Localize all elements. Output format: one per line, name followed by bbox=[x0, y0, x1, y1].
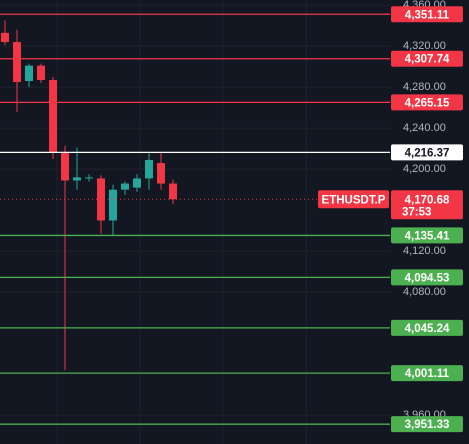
y-tick-label: 4,200.00 bbox=[403, 163, 446, 175]
level-label: 4,094.53 bbox=[405, 272, 450, 284]
candle-body bbox=[1, 32, 9, 43]
level-label-box bbox=[391, 227, 463, 244]
level-label: 4,307.74 bbox=[405, 54, 450, 66]
candle-body bbox=[121, 183, 129, 190]
candle-body bbox=[61, 152, 69, 181]
level-label: 3,951.33 bbox=[405, 419, 450, 431]
candle-body bbox=[109, 189, 117, 221]
candle-body bbox=[145, 159, 153, 179]
countdown-label: 37:53 bbox=[402, 206, 431, 218]
level-label: 4,001.11 bbox=[405, 368, 450, 380]
level-label-box bbox=[391, 416, 463, 433]
y-tick-label: 4,080.00 bbox=[403, 286, 446, 298]
level-label-box bbox=[391, 50, 463, 67]
y-tick-label: 4,240.00 bbox=[403, 122, 446, 134]
y-tick-label: 4,280.00 bbox=[403, 81, 446, 93]
candle-body bbox=[169, 183, 177, 200]
level-label-box bbox=[391, 269, 463, 286]
level-label: 4,135.41 bbox=[405, 230, 450, 242]
y-tick-label: 4,120.00 bbox=[403, 245, 446, 257]
symbol-label: ETHUSDT.P bbox=[322, 194, 386, 206]
level-label: 4,351.11 bbox=[405, 9, 450, 21]
level-label-box bbox=[391, 144, 463, 161]
level-label: 4,216.37 bbox=[405, 147, 450, 159]
level-label-box bbox=[391, 6, 463, 23]
candle-body bbox=[85, 177, 93, 179]
candle-body bbox=[133, 178, 141, 188]
candle-body bbox=[25, 65, 33, 82]
y-tick-label: 4,360.00 bbox=[403, 0, 446, 11]
candle-body bbox=[37, 65, 45, 80]
candle-body bbox=[49, 79, 57, 153]
level-label: 4,265.15 bbox=[405, 97, 450, 109]
y-tick-label: 4,320.00 bbox=[403, 40, 446, 52]
level-label: 4,045.24 bbox=[405, 323, 450, 335]
last-price-box bbox=[391, 190, 463, 220]
symbol-box bbox=[318, 190, 389, 209]
candle-body bbox=[157, 163, 165, 184]
level-label-box bbox=[391, 94, 463, 111]
level-label-box bbox=[391, 365, 463, 382]
candle-body bbox=[13, 42, 21, 83]
level-label-box bbox=[391, 319, 463, 336]
candle-body bbox=[73, 177, 81, 181]
time-grid bbox=[56, 0, 307, 444]
last-price-label: 4,170.68 bbox=[405, 194, 450, 206]
